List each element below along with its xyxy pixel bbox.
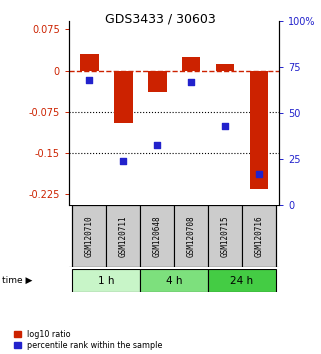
Text: time ▶: time ▶ (2, 276, 32, 285)
Point (121, 158, 126, 164)
Text: GDS3433 / 30603: GDS3433 / 30603 (105, 12, 216, 25)
Bar (208, 205, 242, 267)
Bar (106, 205, 140, 267)
Text: 4 h: 4 h (166, 275, 182, 286)
Point (155, 142, 160, 147)
Text: GSM120710: GSM120710 (85, 216, 94, 257)
Bar (242, 205, 276, 267)
Bar (140, 269, 208, 292)
Bar (80, 54, 99, 71)
Point (222, 123, 228, 129)
Bar (216, 64, 234, 71)
Point (188, 79, 194, 85)
Text: GSM120708: GSM120708 (187, 216, 195, 257)
Text: GSM120715: GSM120715 (221, 216, 230, 257)
Point (256, 171, 262, 177)
Text: 24 h: 24 h (230, 275, 254, 286)
Text: 1 h: 1 h (98, 275, 115, 286)
Bar (182, 57, 200, 71)
Text: GSM120716: GSM120716 (255, 216, 264, 257)
Point (87, 77, 92, 83)
Bar (250, 71, 268, 189)
Bar (208, 269, 276, 292)
Bar (148, 71, 167, 92)
Text: GSM120648: GSM120648 (153, 216, 162, 257)
Bar (174, 205, 208, 267)
Bar (73, 205, 106, 267)
Bar (114, 71, 133, 123)
Text: GSM120711: GSM120711 (119, 216, 128, 257)
Bar (73, 269, 140, 292)
Legend: log10 ratio, percentile rank within the sample: log10 ratio, percentile rank within the … (14, 330, 163, 350)
Bar (140, 205, 174, 267)
